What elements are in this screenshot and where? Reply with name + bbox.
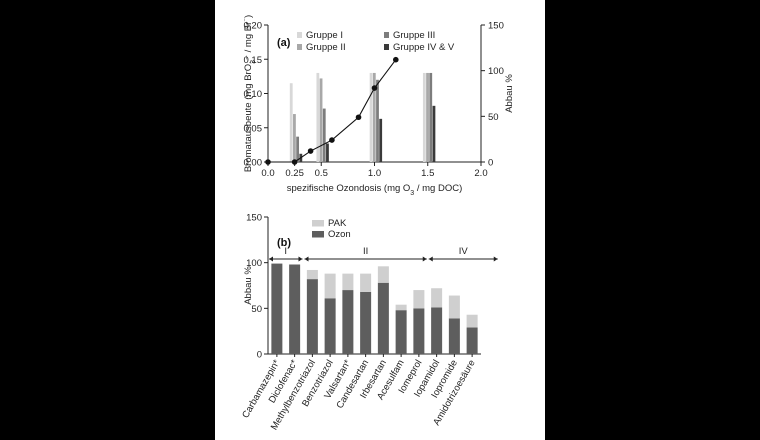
b-bar-segment [360, 291, 372, 354]
a-xtick-label: 0.0 [261, 168, 274, 179]
a-bar [322, 108, 326, 162]
a-xtick-label: 2.0 [474, 168, 487, 179]
a-bar [422, 72, 426, 162]
a-bar [369, 72, 373, 162]
a-y-axis-title: Bromatausbeute (mg BrO3⁻ / mg Br⁻) [243, 15, 257, 172]
b-bar-segment [448, 295, 460, 319]
a-xtick-label: 1.0 [368, 168, 381, 179]
a-bar [316, 72, 320, 162]
a-bar [319, 78, 323, 162]
b-bar-segment [431, 288, 443, 308]
a-xtick-label: 0.25 [285, 168, 304, 179]
a-legend-swatch [297, 32, 302, 38]
a-bar [326, 143, 329, 162]
a-y2tick-label: 0 [488, 158, 493, 169]
b-arrow-head [493, 256, 498, 262]
b-legend-label: PAK [328, 218, 347, 229]
a-bar [296, 136, 300, 162]
b-bar-segment [466, 327, 478, 354]
b-bar-segment [413, 308, 425, 354]
b-bar-segment [289, 264, 301, 354]
b-bar-segment [431, 307, 443, 354]
a-bar [372, 72, 376, 162]
b-bar-segment [306, 279, 318, 354]
a-x-axis-title: spezifische Ozondosis (mg O3 / mg DOC) [287, 183, 462, 197]
figure-panel: 0.00 0.05 0.10 0.15 0.20 0 50 100 150 0.0 0.25 0.5 1… [215, 0, 545, 440]
a-ytick-label: 0.10 [244, 89, 263, 100]
b-ytick-label: 0 [257, 350, 262, 361]
a-bar [289, 83, 293, 162]
figure-svg: 0.00 0.05 0.10 0.15 0.20 0 50 100 150 0.0 0.25 0.5 1… [240, 15, 515, 432]
a-line-point [265, 159, 271, 165]
a-bar [379, 118, 383, 162]
b-bar-segment [306, 269, 318, 280]
b-group-label: IV [459, 246, 469, 257]
b-legend-swatch [312, 231, 324, 238]
a-line-point [291, 159, 298, 165]
a-ytick-label: 0.05 [244, 123, 263, 134]
a-legend-label: Gruppe I [306, 30, 343, 41]
b-group-label: I [284, 246, 287, 257]
b-bar-segment [377, 282, 389, 354]
a-legend-label: Gruppe IV & V [393, 42, 455, 53]
a-bar [426, 72, 429, 162]
b-bar-segment [342, 273, 354, 291]
b-group-label: II [363, 246, 368, 257]
b-arrow-head [428, 256, 433, 262]
a-bar [293, 114, 296, 162]
a-y2tick-label: 150 [488, 21, 504, 32]
b-legend-swatch [312, 220, 324, 227]
b-bar-segment [342, 290, 354, 354]
a-bar [429, 72, 433, 162]
b-bar-segment [395, 304, 407, 311]
b-y-axis-title: Abbau % [243, 266, 254, 305]
b-ytick-label: 50 [251, 304, 262, 315]
b-panel-label: (b) [277, 237, 291, 249]
b-bar-segment [395, 310, 407, 354]
a-xtick-label: 0.5 [315, 168, 328, 179]
b-legend-label: Ozon [328, 229, 351, 240]
b-ytick-label: 150 [246, 213, 262, 224]
b-bar-segment [466, 314, 478, 328]
a-legend-label: Gruppe III [393, 30, 435, 41]
b-bar-segment [324, 273, 336, 299]
a-y2tick-label: 100 [488, 66, 504, 77]
b-bar-segment [324, 298, 336, 354]
a-line-point [307, 148, 314, 154]
a-bar [376, 79, 379, 162]
b-ytick-label: 100 [246, 258, 262, 269]
a-line-point [393, 56, 399, 63]
a-legend-label: Gruppe II [306, 42, 346, 53]
a-ytick-label: 0.00 [244, 158, 263, 169]
b-bar-segment [360, 273, 372, 292]
b-bar-segment [271, 263, 283, 354]
a-y2-axis-title: Abbau % [504, 74, 515, 113]
a-xtick-label: 1.5 [421, 168, 434, 179]
a-ytick-label: 0.20 [244, 21, 263, 32]
a-legend-swatch [297, 44, 302, 50]
a-line-point [329, 137, 335, 143]
b-arrow-head [422, 256, 427, 262]
b-arrow-head [269, 256, 273, 262]
a-bar [432, 105, 436, 162]
a-legend-swatch [384, 32, 389, 38]
a-line-point [371, 85, 378, 91]
b-bar-segment [413, 290, 425, 309]
b-arrow-head [304, 256, 309, 262]
a-panel-label: (a) [277, 37, 291, 49]
a-line-point [355, 114, 362, 121]
b-arrow-head [298, 256, 303, 262]
a-legend-swatch [384, 44, 389, 50]
a-ytick-label: 0.15 [244, 55, 263, 66]
a-y2tick-label: 50 [488, 112, 499, 123]
b-bar-segment [377, 266, 389, 283]
b-bar-segment [448, 318, 460, 354]
